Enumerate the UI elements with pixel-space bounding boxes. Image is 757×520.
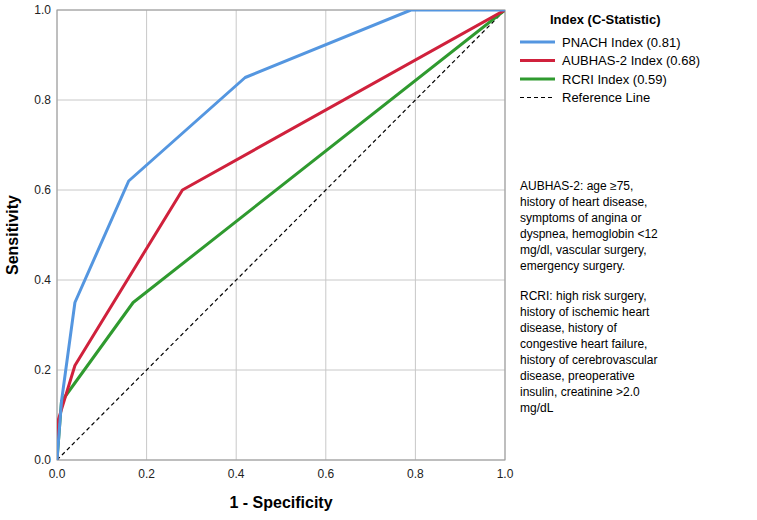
legend-label: RCRI Index (0.59) bbox=[562, 72, 667, 87]
plot-area bbox=[57, 10, 505, 460]
annotation: disease, preoperative bbox=[520, 369, 635, 383]
grid-line bbox=[415, 10, 416, 460]
annotation: emergency surgery. bbox=[520, 259, 625, 273]
y-axis-label: Sensitivity bbox=[4, 195, 21, 275]
chart: 0.0 0.2 0.4 0.6 0.8 1.0 0.0 0.2 0.4 0.6 0.8 1.0 1 - … bbox=[0, 0, 757, 520]
x-tick-label: 0.8 bbox=[407, 467, 424, 481]
series-line bbox=[57, 10, 505, 460]
x-tick-label: 0.6 bbox=[317, 467, 334, 481]
grid-line bbox=[57, 100, 505, 101]
annotation: disease, history of bbox=[520, 321, 617, 335]
legend-label: PNACH Index (0.81) bbox=[562, 35, 681, 50]
y-tick-label: 1.0 bbox=[34, 3, 51, 17]
y-tick-label: 0.8 bbox=[34, 93, 51, 107]
annotation: history of cerebrovascular bbox=[520, 353, 657, 367]
annotation: insulin, creatinine >2.0 bbox=[520, 385, 640, 399]
series-group bbox=[57, 10, 505, 460]
grid-line bbox=[57, 370, 505, 371]
annotation: history of ischemic heart bbox=[520, 305, 650, 319]
legend-title: Index (C-Statistic) bbox=[550, 12, 661, 27]
annotation: congestive heart failure, bbox=[520, 337, 647, 351]
y-tick-label: 0.0 bbox=[34, 453, 51, 467]
y-tick-label: 0.6 bbox=[34, 183, 51, 197]
legend-swatch bbox=[520, 97, 555, 98]
x-axis-label: 1 - Specificity bbox=[229, 494, 332, 511]
grid-line bbox=[146, 10, 147, 460]
legend-label: AUBHAS-2 Index (0.68) bbox=[562, 53, 700, 68]
y-tick-label: 0.4 bbox=[34, 273, 51, 287]
y-tick-label: 0.2 bbox=[34, 363, 51, 377]
legend-swatch bbox=[520, 41, 555, 44]
annotation: mg/dl, vascular surgery, bbox=[520, 243, 647, 257]
series-line bbox=[57, 10, 505, 460]
x-tick-label: 1.0 bbox=[497, 467, 514, 481]
grid-line bbox=[325, 10, 326, 460]
annotation: dyspnea, hemoglobin <12 bbox=[520, 227, 658, 241]
plot-frame bbox=[57, 10, 505, 460]
grid-line bbox=[57, 280, 505, 281]
grid-line bbox=[236, 10, 237, 460]
annotation: RCRI: high risk surgery, bbox=[520, 289, 646, 303]
series-line bbox=[57, 10, 505, 460]
legend-swatch bbox=[520, 78, 555, 81]
series-line bbox=[57, 10, 505, 460]
legend-swatch bbox=[520, 59, 555, 62]
annotation: AUBHAS-2: age ≥75, bbox=[520, 179, 633, 193]
annotation: mg/dL bbox=[520, 401, 554, 415]
x-tick-label: 0.0 bbox=[49, 467, 66, 481]
x-tick-label: 0.2 bbox=[138, 467, 155, 481]
annotation: history of heart disease, bbox=[520, 195, 647, 209]
annotation: symptoms of angina or bbox=[520, 211, 641, 225]
legend-label: Reference Line bbox=[562, 90, 650, 105]
x-tick-label: 0.4 bbox=[228, 467, 245, 481]
